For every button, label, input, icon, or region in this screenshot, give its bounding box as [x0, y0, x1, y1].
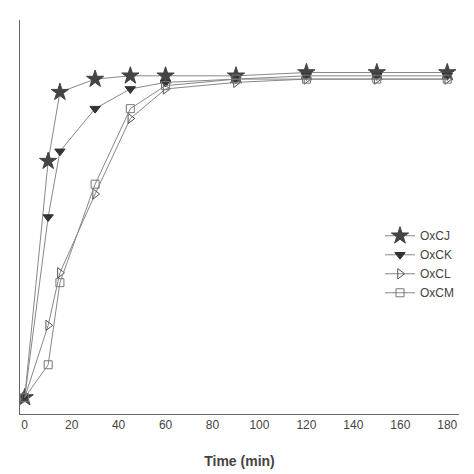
- svg-text:100: 100: [249, 418, 269, 432]
- svg-text:20: 20: [65, 418, 79, 432]
- svg-text:180: 180: [437, 418, 457, 432]
- svg-text:OxCM: OxCM: [420, 286, 454, 300]
- svg-text:OxCJ: OxCJ: [420, 229, 450, 243]
- svg-text:140: 140: [343, 418, 363, 432]
- svg-text:160: 160: [390, 418, 410, 432]
- svg-text:OxCL: OxCL: [420, 267, 451, 281]
- svg-text:OxCK: OxCK: [420, 248, 452, 262]
- svg-text:120: 120: [296, 418, 316, 432]
- svg-text:60: 60: [159, 418, 173, 432]
- svg-text:40: 40: [112, 418, 126, 432]
- svg-text:80: 80: [206, 418, 220, 432]
- svg-text:Time (min): Time (min): [204, 453, 275, 469]
- svg-text:0: 0: [21, 418, 28, 432]
